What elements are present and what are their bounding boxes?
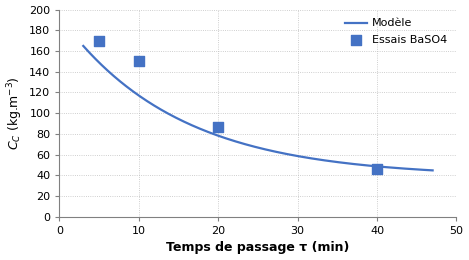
Line: Modèle: Modèle	[83, 46, 432, 170]
Modèle	[122, 84, 128, 87]
Essais BaSO4	[135, 59, 143, 63]
X-axis label: Temps de passage τ (min): Temps de passage τ (min)	[166, 242, 350, 255]
Modèle	[334, 160, 340, 164]
Essais BaSO4	[214, 125, 222, 129]
Legend: Modèle, Essais BaSO4: Modèle, Essais BaSO4	[341, 15, 451, 48]
Modèle	[300, 155, 306, 159]
Modèle	[219, 135, 225, 138]
Modèle	[333, 160, 338, 163]
Modèle	[194, 126, 200, 129]
Modèle	[81, 44, 86, 48]
Essais BaSO4	[95, 38, 103, 43]
Y-axis label: $C_C$ (kg.m$^{-3}$): $C_C$ (kg.m$^{-3}$)	[6, 76, 25, 150]
Essais BaSO4	[373, 167, 381, 171]
Modèle	[430, 169, 435, 172]
